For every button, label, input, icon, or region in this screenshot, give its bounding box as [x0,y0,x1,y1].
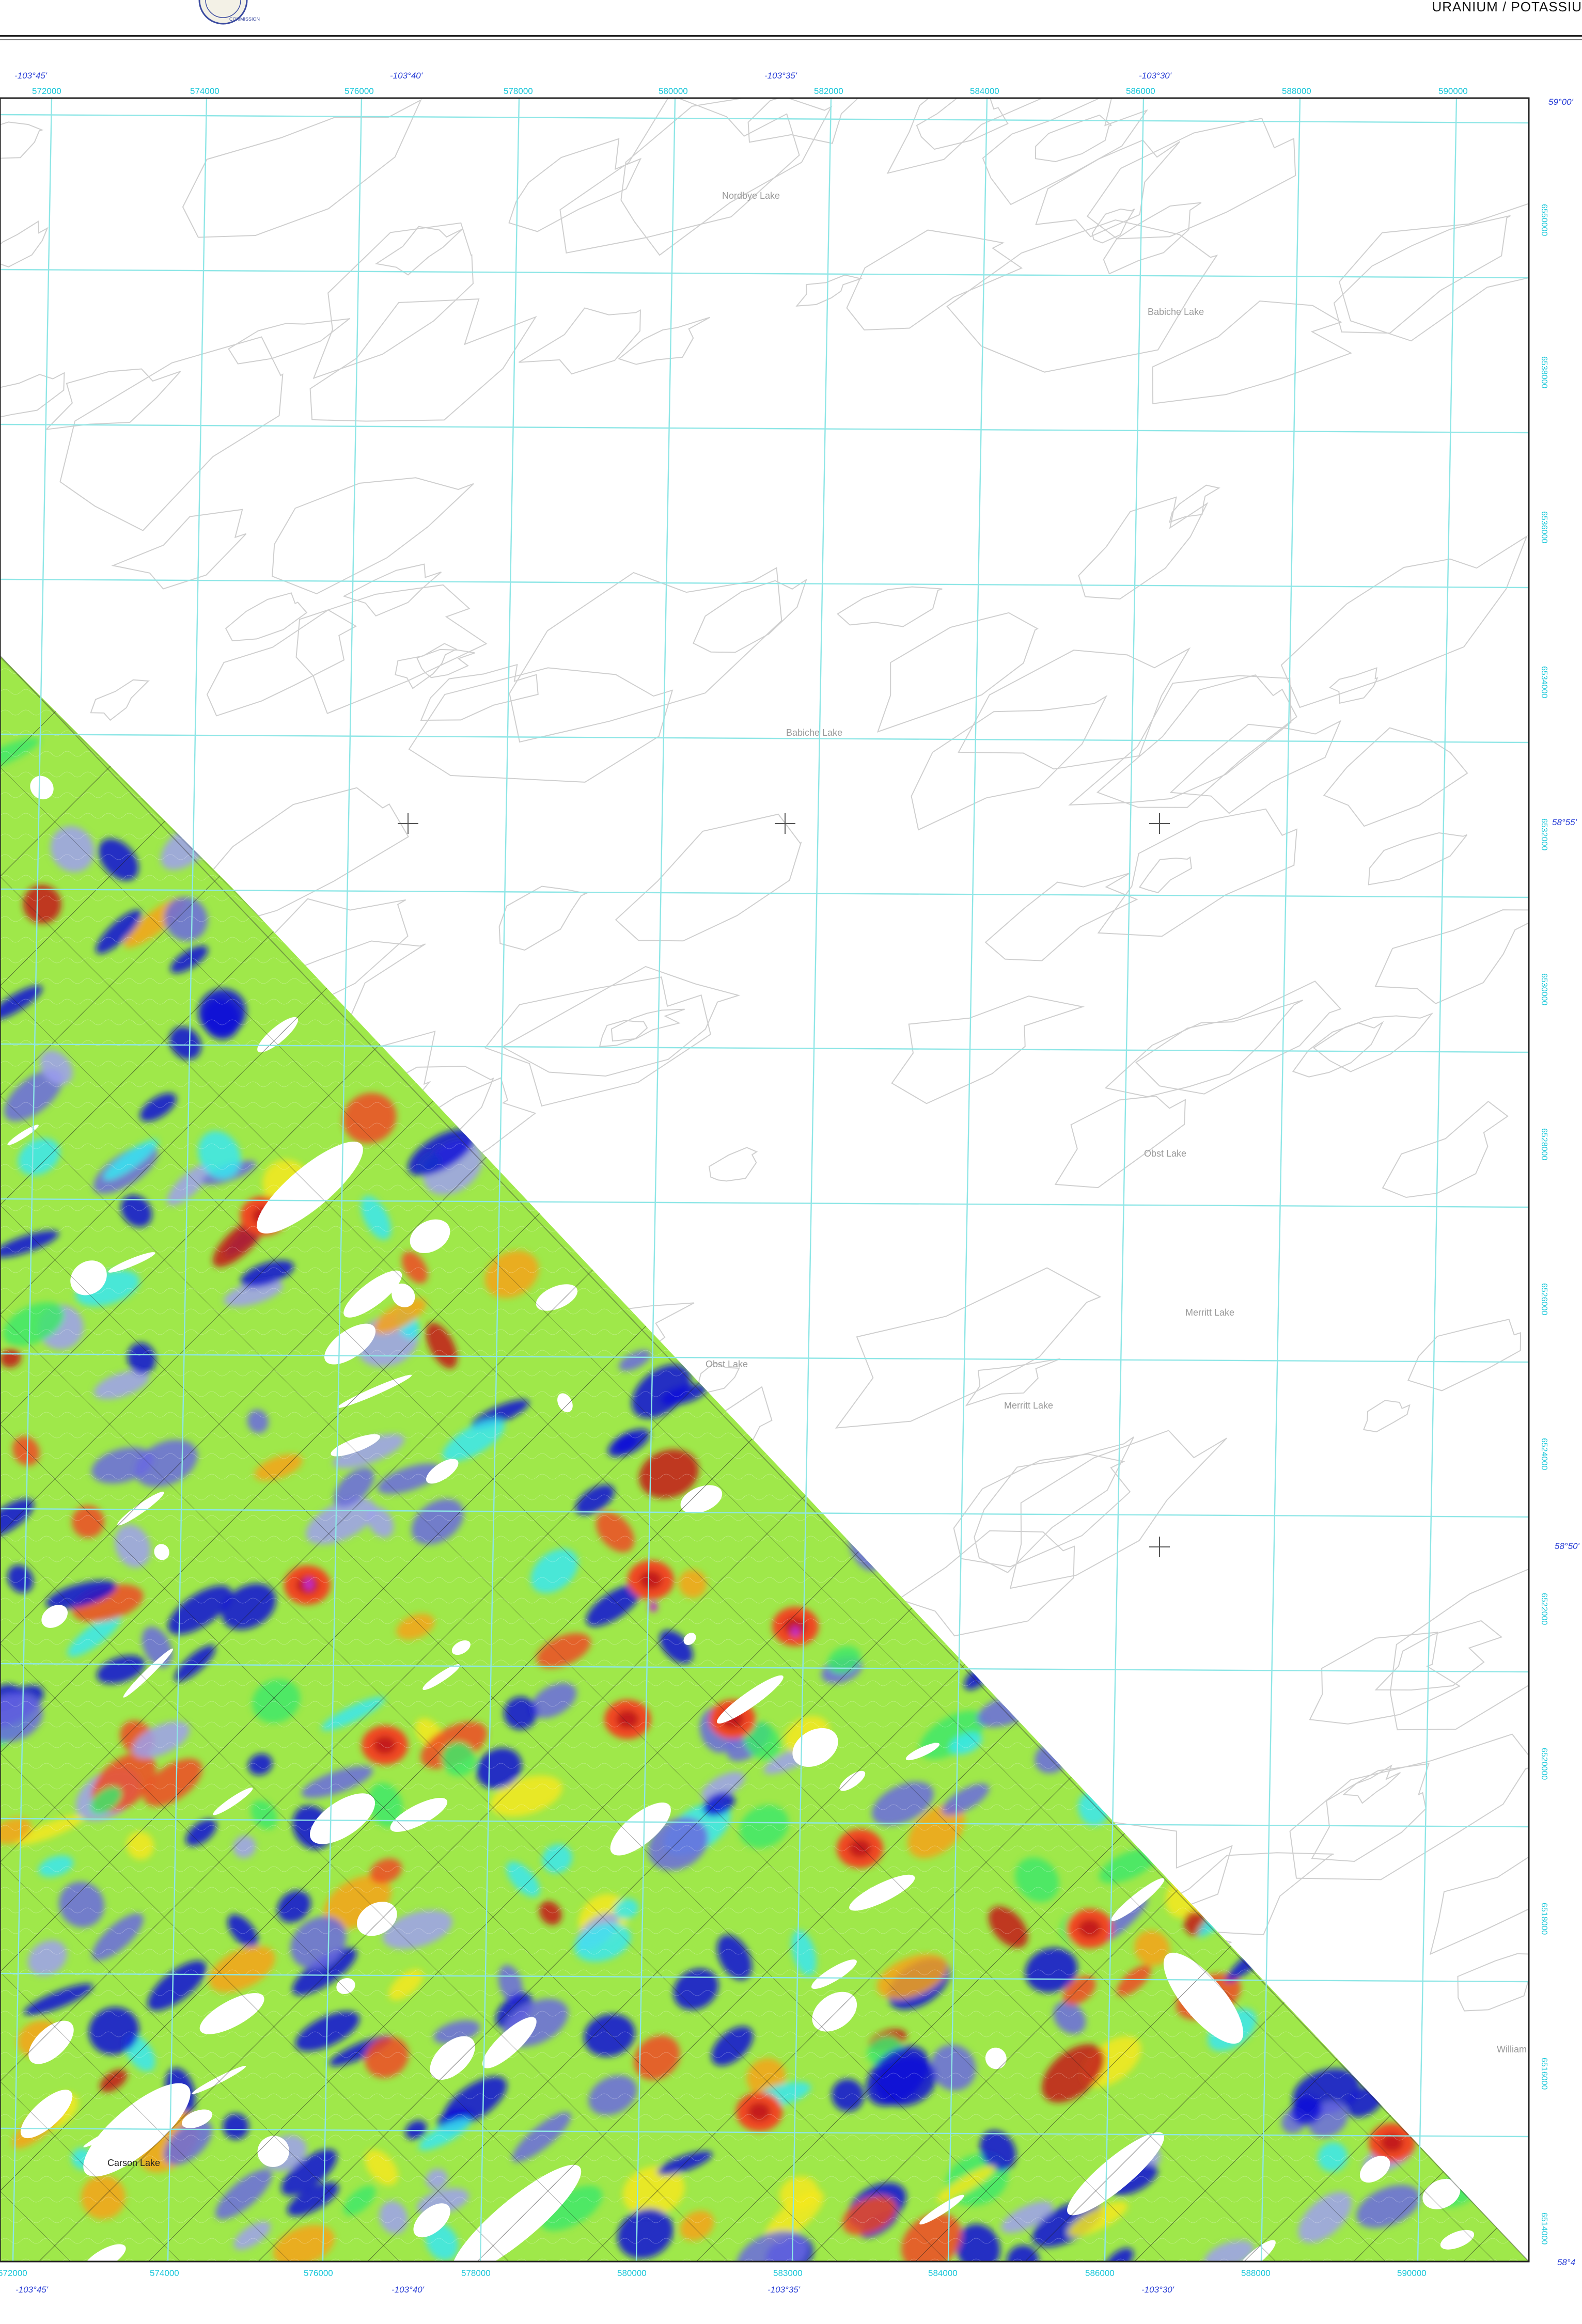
longitude-label: -103°35' [767,2285,801,2295]
right-northing-labels: 6550000 6538000 6536000 6534000 6532000 65300… [1540,204,1548,2244]
northing-label: 6520000 [1540,1748,1548,1780]
easting-label: 584000 [928,2268,958,2278]
grid-line-horizontal [0,2127,1529,2138]
longitude-label: -103°40' [390,71,423,81]
grid-line-horizontal [0,1663,1529,1673]
lake-label: Nordbye Lake [722,191,780,201]
grid-line-horizontal [0,578,1529,589]
easting-label: 584000 [970,86,999,96]
easting-label: 576000 [344,86,374,96]
grid-line-horizontal [0,1817,1529,1828]
lake-labels: Nordbye Lake Babiche Lake Babiche Lake O… [107,191,1527,2168]
easting-label: 580000 [617,2268,647,2278]
easting-label: 572000 [0,2268,27,2278]
seal-text: COMMISSION [229,17,260,22]
grid-line-horizontal [0,1198,1529,1208]
easting-label: 588000 [1282,86,1311,96]
northing-label: 6536000 [1540,511,1548,543]
longitude-label: -103°30' [1139,71,1172,81]
coverage-edge [0,655,1529,2262]
easting-label: 578000 [504,86,533,96]
bottom-easting-labels: 572000 574000 576000 578000 580000 58300… [0,2268,1427,2278]
lake-label: Merritt Lake [1004,1400,1053,1411]
utm-grid [0,98,1529,2262]
grid-line-vertical [322,98,363,2262]
lake-label: Obst Lake [706,1359,748,1369]
map-title: URANIUM / POTASSIU [1432,0,1582,14]
easting-label: 574000 [190,86,220,96]
grid-line-vertical [12,98,53,2262]
map-header: COMMISSION URANIUM / POTASSIU [0,0,1582,41]
longitude-label: -103°40' [391,2285,425,2295]
lake-label: Merritt Lake [1185,1307,1234,1318]
northing-label: 6516000 [1540,2058,1548,2090]
grid-line-horizontal [0,1043,1529,1053]
easting-label: 574000 [150,2268,179,2278]
northing-label: 6550000 [1540,204,1548,236]
grid-line-vertical [1260,98,1301,2262]
radiometric-anomaly-layer [0,656,1529,2262]
grid-line-horizontal [0,423,1529,434]
northing-label: 6534000 [1540,666,1548,698]
commission-seal-logo: COMMISSION [198,0,260,25]
northing-label: 6518000 [1540,1903,1548,1935]
easting-label: 576000 [304,2268,333,2278]
header-rule-thin [0,39,1582,40]
graticule-crosshairs [398,813,1170,1557]
northing-label: 6514000 [1540,2212,1548,2244]
northing-label: 6526000 [1540,1283,1548,1315]
latitude-label: 58°50' [1555,1541,1580,1551]
latitude-label: 58°4 [1557,2257,1575,2267]
lake-label: Carson Lake [107,2158,160,2168]
grid-line-vertical [947,98,988,2262]
right-latitude-labels: 59°00' 58°55' 58°50' 58°4 [1548,97,1580,2267]
longitude-label: -103°45' [15,2285,49,2295]
easting-label: 590000 [1438,86,1468,96]
grid-line-vertical [479,98,520,2262]
grid-line-vertical [1417,98,1458,2262]
easting-label: 590000 [1397,2268,1427,2278]
lake-label: Babiche Lake [786,728,842,738]
lake-label: Obst Lake [1144,1148,1186,1159]
longitude-label: -103°35' [764,71,797,81]
northing-label: 6522000 [1540,1593,1548,1625]
northing-label: 6530000 [1540,973,1548,1005]
top-easting-labels: 572000 574000 576000 578000 580000 58200… [32,86,1468,96]
easting-label: 572000 [32,86,61,96]
easting-label: 578000 [461,2268,491,2278]
latitude-label: 59°00' [1548,97,1574,107]
northing-label: 6528000 [1540,1128,1548,1160]
northing-label: 6538000 [1540,356,1548,388]
lake-label: William [1497,2044,1527,2054]
bottom-longitude-labels: -103°45' -103°40' -103°35' -103°30' [15,2285,1174,2295]
header-rule [0,35,1582,37]
top-longitude-labels: -103°45' -103°40' -103°35' -103°30' [14,71,1172,81]
grid-line-horizontal [0,888,1529,898]
northing-label: 6524000 [1540,1438,1548,1470]
easting-label: 586000 [1126,86,1155,96]
flight-line-grid [0,656,1529,2262]
northing-label: 6532000 [1540,818,1548,850]
lake-label: Babiche Lake [1148,307,1204,317]
grid-line-horizontal [0,1972,1529,1983]
grid-line-vertical [635,98,676,2262]
easting-label: 583000 [773,2268,803,2278]
grid-line-horizontal [0,268,1529,279]
easting-label: 586000 [1085,2268,1115,2278]
grid-line-vertical [167,98,208,2262]
longitude-label: -103°45' [14,71,48,81]
grid-line-vertical [791,98,832,2262]
longitude-label: -103°30' [1141,2285,1174,2295]
latitude-label: 58°55' [1552,817,1577,827]
grid-line-vertical [1104,98,1145,2262]
map-neatline [0,97,1530,2263]
grid-line-horizontal [0,114,1529,124]
grid-line-horizontal [0,733,1529,744]
easting-label: 582000 [814,86,843,96]
grid-line-horizontal [0,1508,1529,1518]
easting-label: 588000 [1241,2268,1271,2278]
grid-line-horizontal [0,1353,1529,1363]
easting-label: 580000 [659,86,688,96]
